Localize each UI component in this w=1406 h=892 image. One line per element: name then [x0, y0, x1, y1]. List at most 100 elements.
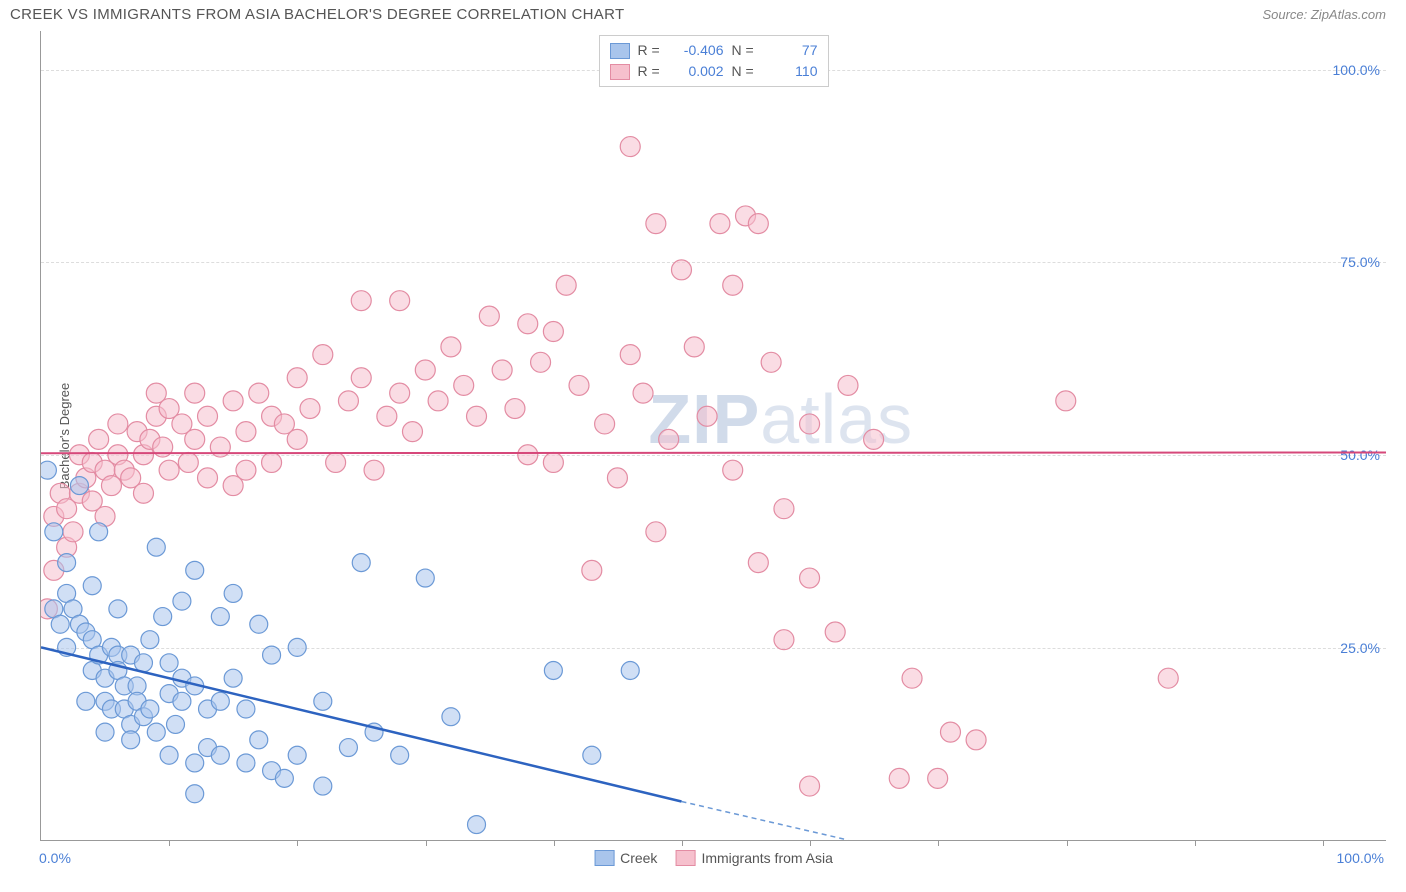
legend-row: R =-0.406N =77	[610, 40, 818, 61]
data-point	[313, 345, 333, 365]
data-point	[416, 569, 434, 587]
data-point	[185, 429, 205, 449]
trend-line	[41, 452, 1386, 453]
legend-stat-label: N =	[732, 61, 760, 82]
data-point	[800, 776, 820, 796]
data-point	[441, 337, 461, 357]
data-point	[108, 414, 128, 434]
data-point	[147, 538, 165, 556]
x-tick	[297, 840, 298, 846]
data-point	[70, 477, 88, 495]
data-point	[364, 460, 384, 480]
trend-line-extrapolated	[681, 801, 848, 840]
data-point	[531, 352, 551, 372]
data-point	[838, 375, 858, 395]
data-point	[543, 321, 563, 341]
data-point	[774, 630, 794, 650]
data-point	[748, 553, 768, 573]
scatter-plot-svg	[41, 31, 1386, 840]
data-point	[314, 777, 332, 795]
chart-title: CREEK VS IMMIGRANTS FROM ASIA BACHELOR'S…	[10, 6, 624, 23]
data-point	[454, 375, 474, 395]
data-point	[569, 375, 589, 395]
data-point	[263, 646, 281, 664]
legend-swatch	[675, 850, 695, 866]
data-point	[262, 452, 282, 472]
x-tick	[1067, 840, 1068, 846]
data-point	[237, 754, 255, 772]
data-point	[236, 460, 256, 480]
data-point	[402, 422, 422, 442]
data-point	[607, 468, 627, 488]
legend-r-value: -0.406	[674, 40, 724, 61]
data-point	[479, 306, 499, 326]
data-point	[428, 391, 448, 411]
x-tick	[682, 840, 683, 846]
data-point	[96, 723, 114, 741]
data-point	[351, 291, 371, 311]
data-point	[63, 522, 83, 542]
data-point	[518, 445, 538, 465]
data-point	[582, 560, 602, 580]
legend-stat-label: R =	[638, 40, 666, 61]
data-point	[211, 692, 229, 710]
data-point	[620, 345, 640, 365]
x-tick	[426, 840, 427, 846]
data-point	[173, 692, 191, 710]
data-point	[154, 608, 172, 626]
series-legend: CreekImmigrants from Asia	[594, 850, 833, 866]
data-point	[518, 314, 538, 334]
data-point	[58, 554, 76, 572]
source-attribution: Source: ZipAtlas.com	[1262, 7, 1386, 22]
data-point	[141, 700, 159, 718]
data-point	[723, 275, 743, 295]
chart-header: CREEK VS IMMIGRANTS FROM ASIA BACHELOR'S…	[0, 0, 1406, 27]
data-point	[748, 214, 768, 234]
data-point	[186, 561, 204, 579]
data-point	[236, 422, 256, 442]
data-point	[556, 275, 576, 295]
data-point	[186, 785, 204, 803]
correlation-legend: R =-0.406N =77R =0.002N =110	[599, 35, 829, 87]
data-point	[442, 708, 460, 726]
data-point	[543, 452, 563, 472]
data-point	[467, 406, 487, 426]
x-axis-max-label: 100.0%	[1337, 850, 1384, 866]
data-point	[391, 746, 409, 764]
data-point	[339, 739, 357, 757]
data-point	[544, 662, 562, 680]
data-point	[224, 584, 242, 602]
data-point	[275, 769, 293, 787]
x-tick	[169, 840, 170, 846]
data-point	[864, 429, 884, 449]
data-point	[287, 429, 307, 449]
data-point	[671, 260, 691, 280]
data-point	[352, 554, 370, 572]
x-tick	[1195, 840, 1196, 846]
data-point	[45, 523, 63, 541]
data-point	[583, 746, 601, 764]
data-point	[90, 523, 108, 541]
data-point	[133, 483, 153, 503]
data-point	[250, 615, 268, 633]
data-point	[492, 360, 512, 380]
data-point	[928, 768, 948, 788]
legend-swatch	[594, 850, 614, 866]
legend-n-value: 110	[768, 61, 818, 82]
data-point	[41, 461, 56, 479]
data-point	[314, 692, 332, 710]
data-point	[83, 577, 101, 595]
data-point	[351, 368, 371, 388]
data-point	[697, 406, 717, 426]
data-point	[633, 383, 653, 403]
data-point	[902, 668, 922, 688]
data-point	[160, 746, 178, 764]
x-tick	[554, 840, 555, 846]
data-point	[167, 715, 185, 733]
data-point	[173, 592, 191, 610]
legend-stat-label: R =	[638, 61, 666, 82]
data-point	[659, 429, 679, 449]
data-point	[966, 730, 986, 750]
data-point	[160, 654, 178, 672]
data-point	[89, 429, 109, 449]
